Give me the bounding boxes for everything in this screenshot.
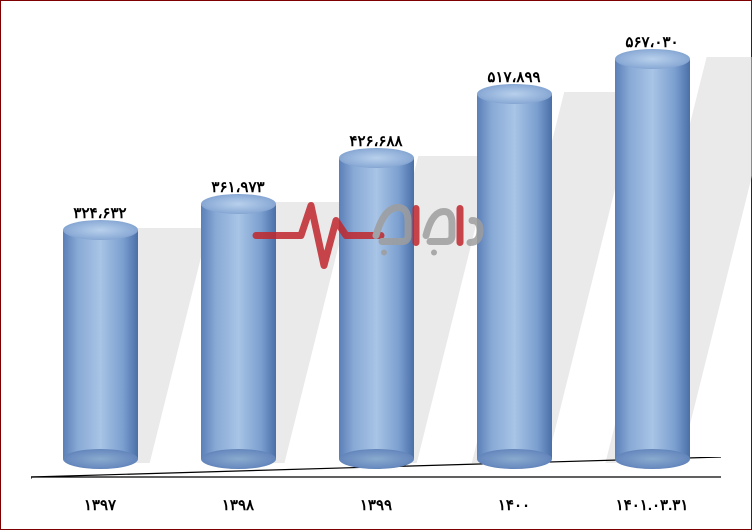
bar-bottom-ellipse <box>477 449 552 469</box>
bar-bottom-ellipse <box>63 449 138 469</box>
bar-body <box>339 158 414 459</box>
x-axis-label: ۱۳۹۷ <box>31 496 169 514</box>
bar-top-ellipse <box>201 194 276 214</box>
bar-cylinder <box>615 59 690 459</box>
bar-cylinder <box>339 158 414 459</box>
bar-group: ۳۲۴،۶۳۲ <box>31 204 169 459</box>
bar-body <box>63 230 138 459</box>
bar-body <box>201 204 276 459</box>
bar-bottom-ellipse <box>339 449 414 469</box>
bar-body <box>477 94 552 459</box>
bars-row: ۳۲۴،۶۳۲۳۶۱،۹۷۳۴۲۶،۶۸۸۵۱۷،۸۹۹۵۶۷،۰۳۰ <box>31 31 721 459</box>
bar-bottom-ellipse <box>201 449 276 469</box>
x-axis-labels: ۱۳۹۷۱۳۹۸۱۳۹۹۱۴۰۰۱۴۰۱.۰۳.۳۱ <box>31 496 721 514</box>
x-axis-label: ۱۴۰۰ <box>445 496 583 514</box>
bar-cylinder <box>63 230 138 459</box>
bar-group: ۳۶۱،۹۷۳ <box>169 178 307 459</box>
bar-body <box>615 59 690 459</box>
chart-container: ۳۲۴،۶۳۲۳۶۱،۹۷۳۴۲۶،۶۸۸۵۱۷،۸۹۹۵۶۷،۰۳۰ ۱۳۹۷… <box>0 0 752 530</box>
bar-bottom-ellipse <box>615 449 690 469</box>
bar-group: ۴۲۶،۶۸۸ <box>307 132 445 459</box>
x-axis-label: ۱۳۹۹ <box>307 496 445 514</box>
bar-cylinder <box>477 94 552 459</box>
bar-top-ellipse <box>63 220 138 240</box>
bar-top-ellipse <box>477 84 552 104</box>
bar-cylinder <box>201 204 276 459</box>
x-axis-label: ۱۴۰۱.۰۳.۳۱ <box>583 496 721 514</box>
bar-top-ellipse <box>339 148 414 168</box>
bar-top-ellipse <box>615 49 690 69</box>
plot-area: ۳۲۴،۶۳۲۳۶۱،۹۷۳۴۲۶،۶۸۸۵۱۷،۸۹۹۵۶۷،۰۳۰ <box>31 31 721 479</box>
x-axis-label: ۱۳۹۸ <box>169 496 307 514</box>
